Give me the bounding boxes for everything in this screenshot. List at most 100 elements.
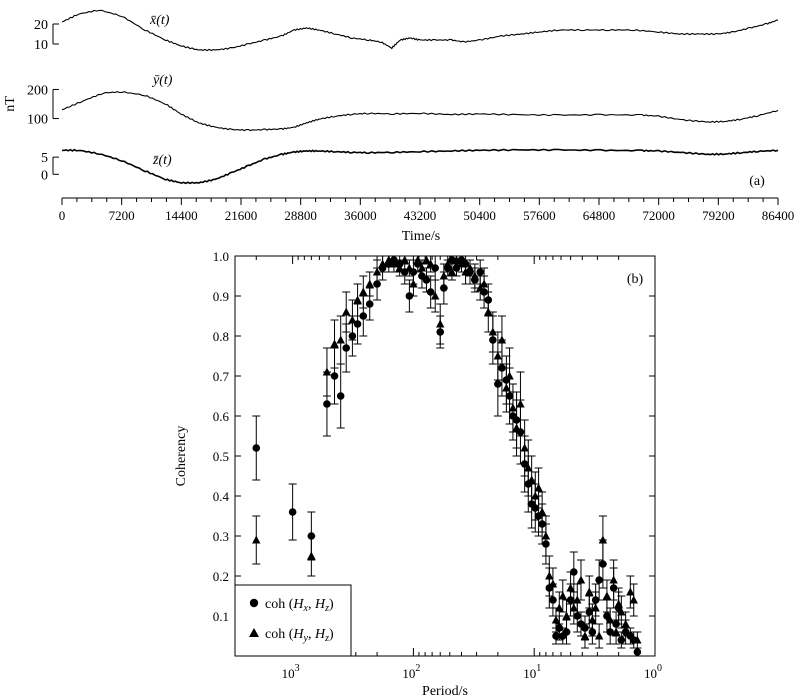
point-coh-hy-hz xyxy=(422,255,431,264)
series-3-label: z̄(t) xyxy=(152,153,172,168)
point-coh-hy-hz xyxy=(502,383,511,392)
coherency-axis-tick-label: 0.3 xyxy=(213,529,229,544)
period-axis-tick-label: 102 xyxy=(402,663,420,681)
point-coh-hy-hz xyxy=(591,603,600,612)
legend-circle-marker xyxy=(249,598,259,608)
point-coh-hy-hz xyxy=(551,615,561,624)
point-coh-hy-hz xyxy=(580,631,590,640)
legend-triangle-marker xyxy=(249,628,259,637)
point-coh-hy-hz xyxy=(531,491,540,500)
panel-a-label: (a) xyxy=(749,174,765,189)
point-coh-hy-hz xyxy=(348,315,357,324)
legend-entry-hy-hz: coh (Hy, Hz) xyxy=(265,627,334,644)
time-axis-tick-label: 0 xyxy=(59,208,66,223)
point-coh-hy-hz xyxy=(508,403,518,412)
series-1-y-tick-label: 10 xyxy=(34,38,48,53)
point-coh-hy-hz xyxy=(439,271,449,280)
point-coh-hy-hz xyxy=(516,399,525,408)
point-coh-hx-hz xyxy=(365,300,374,308)
period-axis-tick-label: 103 xyxy=(282,663,300,681)
series-line-2 xyxy=(61,91,779,132)
coherency-axis-tick-label: 0.2 xyxy=(213,569,229,584)
point-coh-hy-hz xyxy=(443,259,452,268)
point-coh-hx-hz xyxy=(633,648,642,656)
point-coh-hy-hz xyxy=(342,307,351,316)
point-coh-hy-hz xyxy=(488,327,498,336)
point-coh-hy-hz xyxy=(484,307,493,316)
time-axis-tick-label: 28800 xyxy=(284,208,317,223)
coherency-axis-tick-label: 0.5 xyxy=(213,449,229,464)
point-coh-hy-hz xyxy=(389,259,399,268)
point-coh-hy-hz xyxy=(598,535,608,544)
point-coh-hy-hz xyxy=(413,255,422,264)
point-coh-hy-hz xyxy=(465,263,475,272)
point-coh-hx-hz xyxy=(252,444,261,452)
point-coh-hy-hz xyxy=(372,267,382,276)
point-coh-hy-hz xyxy=(336,335,345,344)
point-coh-hy-hz xyxy=(457,259,466,268)
point-coh-hy-hz xyxy=(629,595,638,604)
point-coh-hy-hz xyxy=(562,611,571,620)
panel-b-xlabel: Period/s xyxy=(422,684,468,699)
point-coh-hy-hz xyxy=(359,287,368,296)
point-coh-hy-hz xyxy=(545,571,554,580)
point-coh-hy-hz xyxy=(541,531,551,540)
coherency-axis-tick-label: 0.6 xyxy=(213,409,230,424)
point-coh-hx-hz xyxy=(288,508,297,516)
coherency-axis-tick-label: 0.1 xyxy=(213,609,229,624)
series-1-y-tick-label: 20 xyxy=(34,18,48,33)
point-coh-hy-hz xyxy=(493,351,503,360)
point-coh-hy-hz xyxy=(569,603,579,612)
series-2-label: ȳ(t) xyxy=(151,73,173,88)
point-coh-hy-hz xyxy=(431,291,440,300)
point-coh-hy-hz xyxy=(524,463,533,472)
time-axis-tick-label: 7200 xyxy=(109,208,135,223)
series-line-1 xyxy=(61,9,779,52)
point-coh-hy-hz xyxy=(384,255,393,264)
point-coh-hy-hz xyxy=(558,591,567,600)
point-coh-hy-hz xyxy=(566,583,575,592)
point-coh-hy-hz xyxy=(400,255,409,264)
point-coh-hy-hz xyxy=(447,267,457,276)
point-coh-hy-hz xyxy=(512,423,521,432)
point-coh-hx-hz xyxy=(603,612,611,620)
point-coh-hx-hz xyxy=(498,364,506,372)
point-coh-hy-hz xyxy=(594,631,604,640)
point-coh-hx-hz xyxy=(595,576,603,584)
series-line-3 xyxy=(61,148,779,185)
panel-b-label: (b) xyxy=(627,272,644,287)
legend-entry-hx-hz: coh (Hx, Hz) xyxy=(265,597,334,614)
point-coh-hy-hz xyxy=(322,367,332,376)
point-coh-hy-hz xyxy=(417,263,427,272)
point-coh-hy-hz xyxy=(405,263,414,272)
point-coh-hx-hz xyxy=(552,632,560,640)
panel-b-ylabel: Coherency xyxy=(174,426,189,487)
point-coh-hy-hz xyxy=(555,603,564,612)
time-axis-tick-label: 36000 xyxy=(344,208,377,223)
point-coh-hy-hz xyxy=(470,271,480,280)
period-axis-tick-label: 100 xyxy=(644,663,662,681)
point-coh-hy-hz xyxy=(576,575,586,584)
coherency-axis-tick-label: 0.4 xyxy=(213,489,230,504)
point-coh-hy-hz xyxy=(617,607,626,616)
time-axis-tick-label: 72000 xyxy=(642,208,675,223)
point-coh-hy-hz xyxy=(461,267,470,276)
point-coh-hy-hz xyxy=(426,259,435,268)
panel-a-time-series: nT (a) Time/s 10 20 x̄(t) 100 200 ȳ(t) 0 5 z̄(t)… xyxy=(3,9,795,244)
period-axis-tick-label: 101 xyxy=(523,663,541,681)
point-coh-hy-hz xyxy=(602,591,612,600)
legend: coh (Hx, Hz) coh (Hy, Hz) xyxy=(234,584,352,657)
point-coh-hx-hz xyxy=(585,608,594,616)
point-coh-hy-hz xyxy=(479,279,489,288)
point-coh-hy-hz xyxy=(395,263,404,272)
time-axis-tick-label: 50400 xyxy=(463,208,496,223)
time-axis-tick-label: 79200 xyxy=(702,208,735,223)
point-coh-hy-hz xyxy=(585,587,594,596)
point-coh-hy-hz xyxy=(611,627,621,636)
point-coh-hx-hz xyxy=(323,400,331,408)
point-coh-hx-hz xyxy=(336,392,345,400)
time-axis-tick-label: 86400 xyxy=(762,208,795,223)
point-coh-hy-hz xyxy=(621,619,630,628)
point-coh-hx-hz xyxy=(494,380,502,388)
point-coh-hy-hz xyxy=(588,615,597,624)
